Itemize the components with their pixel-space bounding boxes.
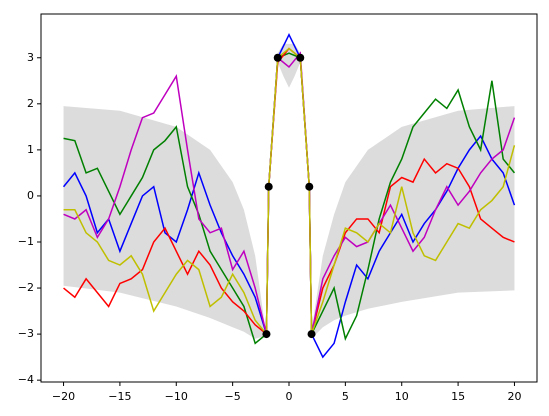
observation-point bbox=[296, 53, 305, 62]
y-tick-label: 1 bbox=[27, 143, 34, 156]
sample-line bbox=[63, 52, 516, 345]
sample-line bbox=[63, 51, 516, 335]
observation-point bbox=[305, 182, 314, 191]
x-tick-label: −20 bbox=[52, 390, 75, 403]
observation-point bbox=[264, 182, 273, 191]
y-tick-label: 0 bbox=[27, 189, 34, 202]
x-tick-label: 15 bbox=[451, 390, 465, 403]
x-tick-label: −15 bbox=[108, 390, 131, 403]
y-tick-label: −3 bbox=[18, 327, 34, 340]
y-tick-label: 2 bbox=[27, 97, 34, 110]
y-tick-label: 3 bbox=[27, 51, 34, 64]
sample-line bbox=[63, 47, 516, 337]
x-tick-label: 0 bbox=[286, 390, 293, 403]
x-tick-label: 20 bbox=[507, 390, 521, 403]
observation-point bbox=[262, 330, 271, 339]
observation-point bbox=[307, 330, 316, 339]
y-tick-label: −4 bbox=[18, 373, 34, 386]
confidence-band bbox=[63, 43, 515, 339]
x-tick-label: −10 bbox=[165, 390, 188, 403]
y-tick-label: −2 bbox=[18, 281, 34, 294]
x-tick-label: 5 bbox=[342, 390, 349, 403]
x-tick-label: −5 bbox=[225, 390, 241, 403]
observation-point bbox=[273, 53, 282, 62]
plot-area bbox=[62, 33, 516, 359]
y-tick-label: −1 bbox=[18, 235, 34, 248]
x-tick-label: 10 bbox=[395, 390, 409, 403]
